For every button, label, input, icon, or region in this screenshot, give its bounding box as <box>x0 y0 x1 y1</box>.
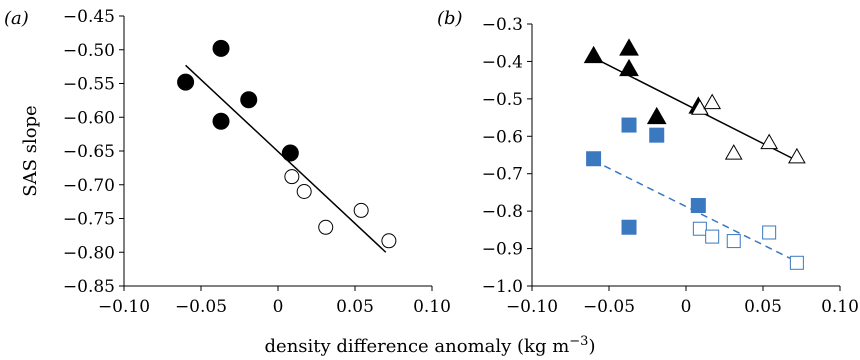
y-tick-label: −0.5 <box>482 90 523 110</box>
x-axis-label-superscript: −3 <box>569 334 588 349</box>
x-tick-label: 0.10 <box>413 297 451 317</box>
data-point-triangle <box>760 133 779 150</box>
data-point-circle <box>284 169 300 185</box>
x-tick-label: −0.10 <box>506 297 558 317</box>
data-point-circle <box>318 219 334 235</box>
x-tick-label: −0.05 <box>175 297 227 317</box>
panel-label: (b) <box>437 8 463 29</box>
data-point-circle <box>177 73 195 91</box>
x-axis-label: density difference anomaly (kg m−3) <box>265 334 596 357</box>
x-axis-label-main: density difference anomaly (kg m <box>265 336 570 357</box>
y-tick-label: −0.75 <box>63 210 115 230</box>
y-tick-label: −0.50 <box>63 41 115 61</box>
data-point-square <box>726 234 741 249</box>
data-point-square <box>705 229 720 244</box>
data-point-circle <box>296 184 312 199</box>
data-point-square <box>586 151 602 167</box>
y-tick-label: −0.45 <box>63 7 115 27</box>
y-tick-label: −0.4 <box>482 52 523 72</box>
panel-a: −0.45 −0.50 −0.55 −0.60 −0.65 −0.70 −0.75 −0.80… <box>4 7 451 317</box>
x-tick-label: −0.10 <box>98 297 150 317</box>
data-point-triangle <box>724 144 743 160</box>
y-tick-label: −0.3 <box>482 15 523 35</box>
y-tick-label: −0.6 <box>482 127 523 147</box>
data-point-square <box>621 219 637 235</box>
data-point-square <box>692 221 707 236</box>
data-point-square <box>649 127 665 143</box>
x-tick-label: 0.05 <box>336 297 374 317</box>
data-point-circle <box>240 91 258 109</box>
y-tick-label: −0.7 <box>482 165 523 185</box>
x-tick-label: 0.10 <box>821 297 859 317</box>
data-point-circle <box>212 39 230 57</box>
data-point-triangle <box>690 99 709 115</box>
data-point-square <box>762 225 777 240</box>
data-point-circle <box>281 144 299 162</box>
x-tick-label: 0 <box>273 297 284 317</box>
data-point-triangle <box>703 93 722 110</box>
x-tick-label: −0.05 <box>583 297 635 317</box>
data-point-triangle <box>788 147 806 164</box>
data-point-square <box>690 198 706 214</box>
y-tick-label: −0.55 <box>63 75 115 95</box>
data-point-triangle <box>583 45 604 64</box>
x-tick-label: 0.05 <box>744 297 782 317</box>
y-tick-label: −0.9 <box>482 240 523 260</box>
data-point-circle <box>212 112 230 130</box>
y-tick-label: −0.8 <box>482 202 523 222</box>
data-point-triangle <box>646 106 667 125</box>
data-point-square <box>621 117 637 133</box>
data-point-circle <box>381 233 397 249</box>
data-point-circle <box>353 202 369 218</box>
panel-label: (a) <box>4 8 29 29</box>
y-tick-label: −0.60 <box>63 108 115 128</box>
data-point-triangle <box>619 38 639 56</box>
y-tick-label: −1.0 <box>482 277 523 297</box>
panel-b: −0.3 −0.4 −0.5 −0.6 −0.7 −0.8 −0.9 −1.0−0.10 −0.… <box>437 8 859 317</box>
y-axis-label: SAS slope <box>20 105 41 196</box>
x-tick-label: 0 <box>681 297 692 317</box>
y-tick-label: −0.85 <box>63 277 115 297</box>
data-point-square <box>789 255 804 270</box>
data-point-triangle <box>619 58 639 77</box>
y-tick-label: −0.80 <box>63 243 115 263</box>
x-axis-label-end: ) <box>588 336 595 357</box>
y-tick-label: −0.65 <box>63 142 115 162</box>
y-tick-label: −0.70 <box>63 176 115 196</box>
